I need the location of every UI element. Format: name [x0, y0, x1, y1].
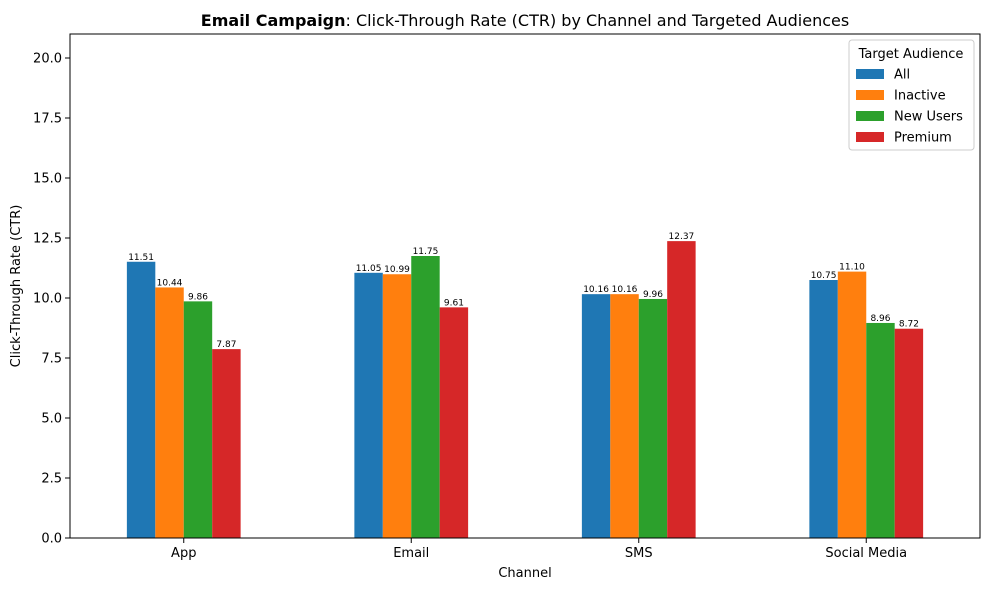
- bar-premium-sms: [667, 241, 696, 538]
- bar-label-all-app: 11.51: [128, 253, 154, 263]
- legend-swatch-new-users: [856, 111, 884, 121]
- bar-premium-social-media: [894, 328, 924, 538]
- bar-label-inactive-sms: 10.16: [612, 285, 638, 295]
- bar-all-app: [126, 261, 156, 538]
- bar-label-premium-app: 7.87: [216, 340, 236, 350]
- y-tick-label: 20.0: [33, 52, 62, 67]
- y-tick-label: 5.0: [41, 412, 62, 427]
- bar-premium-email: [439, 307, 469, 538]
- chart-title: Email Campaign: Click-Through Rate (CTR)…: [201, 11, 849, 30]
- legend-label-new-users: New Users: [894, 110, 963, 125]
- y-axis: 0.0 2.5 5.0 7.5 10.0 12.5 15.0 17.5 20.0: [33, 52, 70, 547]
- bar-all-sms: [581, 294, 611, 538]
- bar-premium-app: [212, 349, 241, 538]
- legend-title: Target Audience: [858, 47, 964, 62]
- x-tick-label-sms: SMS: [625, 546, 653, 561]
- bar-all-social-media: [809, 280, 838, 538]
- bar-label-new-users-email: 11.75: [413, 247, 439, 257]
- legend-label-inactive: Inactive: [894, 89, 946, 104]
- bar-label-premium-sms: 12.37: [669, 232, 695, 242]
- legend-label-premium: Premium: [894, 131, 952, 146]
- bar-label-premium-email: 9.61: [444, 298, 464, 308]
- y-tick-label: 12.5: [33, 232, 62, 247]
- x-tick-label-app: App: [171, 546, 196, 561]
- y-tick-label: 10.0: [33, 292, 62, 307]
- chart-title-rest: : Click-Through Rate (CTR) by Channel an…: [346, 11, 850, 30]
- bar-new-users-social-media: [866, 322, 895, 538]
- bar-label-inactive-email: 10.99: [384, 265, 410, 275]
- bar-new-users-app: [183, 301, 213, 538]
- plot-frame: [69, 33, 981, 539]
- x-tick-label-social-media: Social Media: [825, 546, 907, 561]
- bar-all-email: [354, 272, 383, 538]
- bar-label-new-users-sms: 9.96: [643, 290, 663, 300]
- y-tick-label: 7.5: [41, 352, 62, 367]
- bar-label-premium-social-media: 8.72: [899, 320, 919, 330]
- bars-group: [126, 241, 924, 538]
- bar-label-all-social-media: 10.75: [811, 271, 837, 281]
- x-axis-label: Channel: [498, 566, 551, 581]
- bar-new-users-sms: [638, 298, 668, 538]
- x-axis: App Email SMS Social Media: [171, 538, 907, 561]
- bar-label-new-users-social-media: 8.96: [870, 314, 890, 324]
- bar-new-users-email: [411, 256, 440, 538]
- bar-label-inactive-app: 10.44: [157, 278, 183, 288]
- legend-items: All Inactive New Users Premium: [856, 68, 963, 146]
- legend: Target Audience All Inactive New Users Prem…: [848, 39, 975, 151]
- legend-label-all: All: [894, 68, 910, 83]
- legend-swatch-premium: [856, 132, 884, 142]
- y-tick-label: 2.5: [41, 472, 62, 487]
- y-tick-label: 15.0: [33, 172, 62, 187]
- y-tick-label: 17.5: [33, 112, 62, 127]
- bar-label-all-sms: 10.16: [583, 285, 609, 295]
- bar-labels-group: 11.51 11.05 10.16 10.75 10.44 10.99 10.16 11.10…: [128, 232, 919, 350]
- legend-box: [848, 39, 975, 151]
- y-axis-label: Click-Through Rate (CTR): [9, 205, 24, 368]
- bar-label-all-email: 11.05: [356, 264, 382, 274]
- legend-swatch-inactive: [856, 90, 884, 100]
- bar-inactive-sms: [610, 294, 639, 538]
- bar-label-inactive-social-media: 11.10: [839, 263, 865, 273]
- x-tick-label-email: Email: [393, 546, 429, 561]
- bar-inactive-app: [155, 287, 184, 538]
- bar-label-new-users-app: 9.86: [188, 292, 208, 302]
- legend-swatch-all: [856, 69, 884, 79]
- bar-inactive-social-media: [837, 271, 867, 538]
- chart-title-bold: Email Campaign: [201, 11, 346, 30]
- y-tick-label: 0.0: [41, 532, 62, 547]
- bar-inactive-email: [382, 274, 412, 538]
